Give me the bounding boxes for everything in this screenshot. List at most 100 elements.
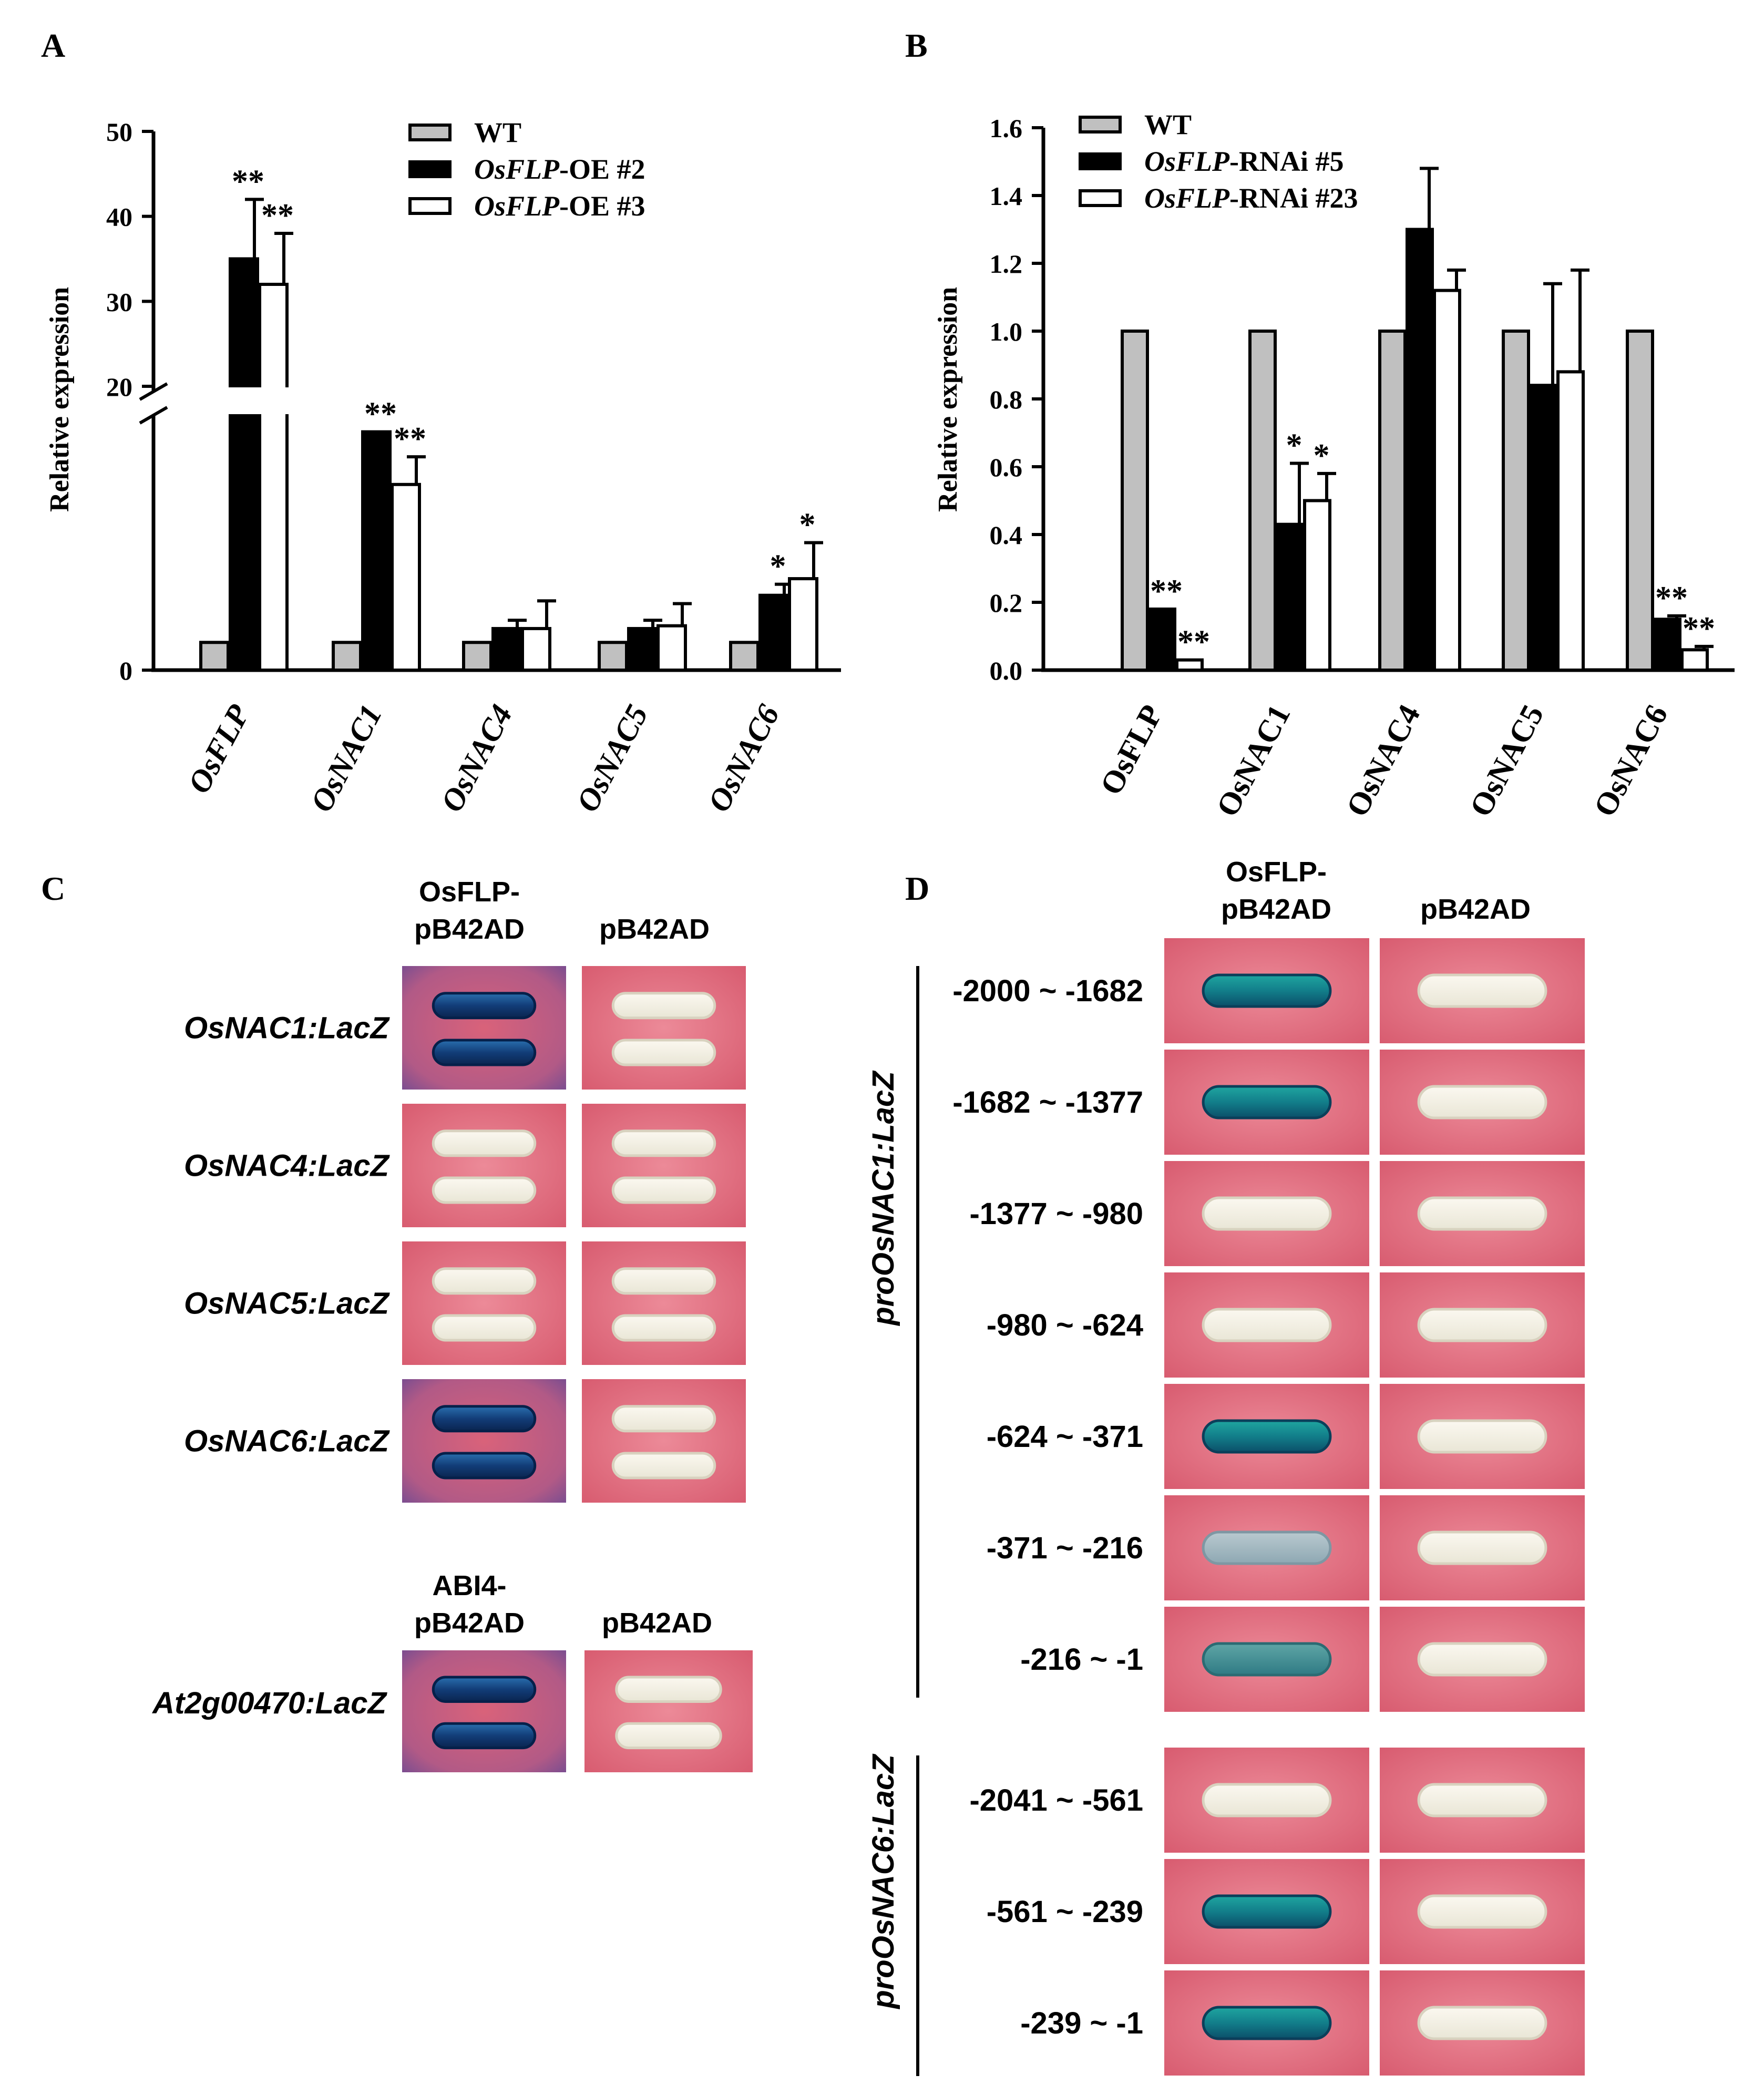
b-legend-swatch <box>1079 189 1122 207</box>
panel-c-row-label: OsNAC6:LacZ <box>184 1424 391 1459</box>
b-significance: ** <box>1150 573 1183 609</box>
a-axis-break <box>139 406 168 425</box>
panel-d-row-label: -2000 ~ -1682 <box>952 974 1143 1008</box>
panel-label-a: A <box>41 27 65 64</box>
panel-d-row-label: -2041 ~ -561 <box>969 1783 1143 1817</box>
yeast-streak <box>1417 1642 1547 1677</box>
panel-d-row-label: -216 ~ -1 <box>1020 1642 1143 1677</box>
a-bar <box>657 624 687 672</box>
yeast-streak <box>1417 1783 1547 1817</box>
b-legend-label: OsFLP-RNAi #23 <box>1144 182 1358 214</box>
panel-d-row-label: -1377 ~ -980 <box>969 1197 1143 1231</box>
legend-suffix: -OE #3 <box>559 190 645 222</box>
legend-suffix: -RNAi #5 <box>1229 146 1343 177</box>
a-legend-swatch <box>408 124 452 141</box>
b-bar <box>1378 330 1407 672</box>
panel-d-header-right: pB42AD <box>1420 893 1531 925</box>
panel-c-header-bottom: pB42AD <box>414 913 525 945</box>
a-legend-swatch <box>408 160 452 178</box>
a-category-label: OsFLP <box>181 699 257 799</box>
b-bar <box>1303 499 1331 672</box>
panel-d-row-label: -239 ~ -1 <box>1020 2006 1143 2040</box>
b-category-label: OsNAC1 <box>1209 699 1297 822</box>
b-legend-label: WT <box>1144 109 1192 140</box>
chart-b-labels: OsFLP OsNAC1 OsNAC4 OsNAC5 OsNAC6 <box>1093 699 1674 822</box>
yeast-streak <box>611 1176 716 1204</box>
b-ytick-label: 1.6 <box>990 114 1023 143</box>
panel-c-plate-left <box>402 966 566 1090</box>
panel-d-group1-label: proOsNAC1:LacZ <box>866 1070 900 1327</box>
yeast-streak <box>1202 973 1332 1008</box>
yeast-streak <box>432 1267 537 1295</box>
a-category-label: OsNAC5 <box>570 699 655 817</box>
b-ytick-label: 0.8 <box>990 385 1023 414</box>
panel-c-row-label: OsNAC4:LacZ <box>184 1149 391 1183</box>
chart-b-ylabel: Relative expression <box>933 287 963 512</box>
b-ytick-label: 0.0 <box>990 656 1023 685</box>
panel-c: OsFLP- pB42AD pB42AD OsNAC1:LacZ OsNAC4:L… <box>151 876 753 1772</box>
a-bar <box>199 641 230 672</box>
yeast-streak <box>1417 1085 1547 1119</box>
a-axis-break <box>139 382 168 401</box>
a-ytick-label: 0 <box>119 656 132 685</box>
yeast-streak <box>1202 1085 1332 1119</box>
panel-c-header-right: pB42AD <box>599 913 710 945</box>
panel-d-row-label: -980 ~ -624 <box>987 1308 1143 1342</box>
b-category-label: OsNAC4 <box>1339 699 1427 822</box>
a-bar <box>729 641 760 672</box>
panel-d-row-label: -1682 ~ -1377 <box>952 1085 1143 1119</box>
yeast-streak <box>1417 1419 1547 1454</box>
a-bar <box>332 641 362 672</box>
b-category-label: OsNAC6 <box>1587 699 1674 822</box>
yeast-streak <box>611 1129 716 1157</box>
yeast-streak <box>1202 1419 1332 1454</box>
yeast-streak <box>1417 2006 1547 2040</box>
b-legend-swatch <box>1079 152 1122 170</box>
a-bar <box>258 283 289 672</box>
panel-c-plate-right <box>582 966 746 1090</box>
a-significance: ** <box>394 421 426 457</box>
b-bar <box>1276 522 1304 672</box>
chart-b: 0.00.20.40.60.81.01.21.41.6 ***** ***** O… <box>933 109 1735 822</box>
panel-c-control-plate-right <box>584 1650 753 1772</box>
panel-c-control-label: At2g00470:LacZ <box>151 1686 387 1720</box>
yeast-streak <box>432 992 537 1020</box>
yeast-streak <box>615 1722 722 1750</box>
panel-label-c: C <box>41 870 65 907</box>
legend-suffix: -OE #2 <box>559 153 645 185</box>
legend-prefix: WT <box>1144 109 1192 140</box>
b-ytick-label: 0.2 <box>990 588 1023 618</box>
a-category-label: OsNAC6 <box>701 699 786 817</box>
yeast-streak <box>432 1039 537 1066</box>
a-ytick-label: 40 <box>106 202 132 232</box>
yeast-streak <box>432 1676 537 1703</box>
panel-d-row-label: -561 ~ -239 <box>987 1895 1143 1929</box>
panel-d-row-label: -624 ~ -371 <box>987 1420 1143 1454</box>
yeast-streak <box>611 1039 716 1066</box>
b-bar <box>1653 618 1681 672</box>
a-ytick-label: 30 <box>106 287 132 316</box>
panel-c-control-header-right: pB42AD <box>602 1607 712 1639</box>
b-category-label: OsFLP <box>1093 699 1169 800</box>
yeast-streak <box>1202 1642 1332 1677</box>
panel-d-rows: -2000 ~ -1682 -1682 ~ -1377 -1377 ~ -980 -9… <box>952 938 1585 2076</box>
a-significance: ** <box>364 396 397 432</box>
panel-c-control-header-bottom: pB42AD <box>414 1607 525 1639</box>
panel-c-row-label: OsNAC5:LacZ <box>184 1287 391 1321</box>
b-ytick-label: 1.2 <box>990 249 1023 279</box>
a-bar <box>361 430 392 672</box>
panel-d-row-label: -371 ~ -216 <box>987 1531 1143 1565</box>
b-ytick-label: 1.4 <box>990 181 1023 211</box>
legend-suffix: -RNAi #23 <box>1229 182 1358 214</box>
panel-d-header-top: OsFLP- <box>1226 856 1327 888</box>
panel-c-control-header-top: ABI4- <box>432 1570 506 1601</box>
yeast-streak <box>1202 1196 1332 1231</box>
yeast-streak <box>611 1405 716 1433</box>
panel-d-group2-label: proOsNAC6:LacZ <box>866 1753 900 2010</box>
panel-label-b: B <box>905 27 928 64</box>
chart-a-ylabel: Relative expression <box>45 287 75 512</box>
